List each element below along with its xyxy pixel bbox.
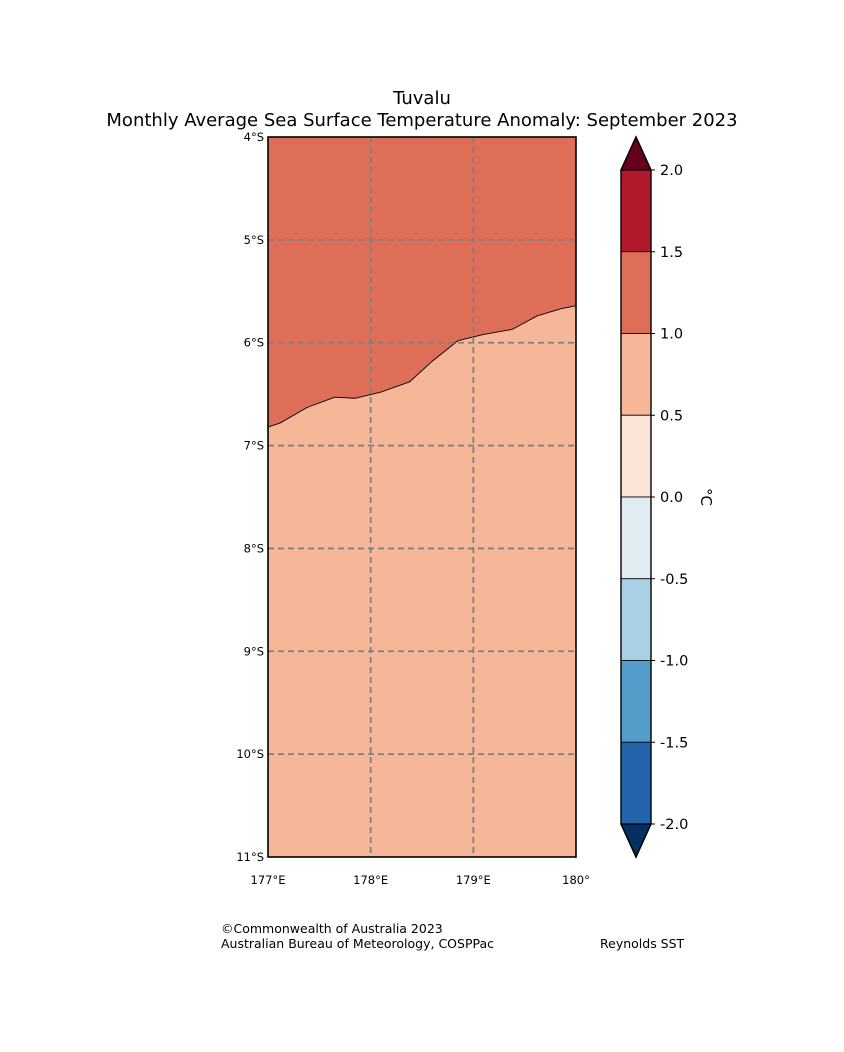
- colorbar-tick-label: 0.5: [660, 408, 683, 424]
- lat-tick-label: 6°S: [244, 336, 264, 350]
- map-subtitle: Monthly Average Sea Surface Temperature …: [106, 110, 738, 131]
- colorbar-tick-label: 1.0: [660, 327, 683, 343]
- lat-tick-label: 7°S: [244, 439, 264, 453]
- region-anomaly-1.0-1.5: [268, 137, 576, 428]
- data-source-label: Reynolds SST: [600, 936, 685, 951]
- colorbar-band: [620, 251, 652, 334]
- map-title: Tuvalu: [393, 88, 451, 109]
- colorbar-unit-label: °C: [696, 488, 715, 506]
- map-frame: [267, 136, 577, 858]
- colorbar-tick-label: 1.5: [660, 245, 683, 261]
- lat-tick-label: 10°S: [236, 747, 264, 761]
- lon-tick-label: 180°: [562, 873, 590, 887]
- longitude-labels: 177°E 178°E 179°E 180°: [251, 873, 590, 887]
- lat-tick-label: 11°S: [236, 850, 264, 864]
- colorbar-band: [620, 169, 652, 253]
- colorbar-labels: 2.0 1.5 1.0 0.5 0.0 -0.5 -1.0 -1.5 -2.0: [660, 163, 688, 833]
- colorbar-tick-label: -1.0: [660, 654, 688, 670]
- lon-tick-label: 177°E: [251, 873, 286, 887]
- colorbar-tick-label: 2.0: [660, 163, 683, 179]
- latitude-labels: 4°S 5°S 6°S 7°S 8°S 9°S 10°S 11°S: [236, 130, 264, 864]
- colorbar-tick-label: -0.5: [660, 572, 688, 588]
- colorbar-band: [620, 414, 652, 498]
- colorbar-over-triangle: [620, 135, 652, 171]
- colorbar: [620, 135, 655, 859]
- lat-tick-label: 9°S: [244, 644, 264, 658]
- contour-1.0: [267, 305, 577, 428]
- colorbar-band: [620, 578, 652, 661]
- colorbar-band: [620, 333, 652, 416]
- map-regions: [268, 137, 576, 857]
- colorbar-band: [620, 741, 652, 825]
- lat-tick-label: 8°S: [244, 541, 264, 555]
- colorbar-tick-label: -1.5: [660, 735, 688, 751]
- agency-line: Australian Bureau of Meteorology, COSPPa…: [221, 936, 494, 951]
- lat-tick-label: 4°S: [244, 130, 264, 144]
- copyright-line: ©Commonwealth of Australia 2023: [221, 921, 443, 936]
- colorbar-band: [620, 660, 652, 743]
- copyright-credit: ©Commonwealth of Australia 2023 Australi…: [221, 921, 494, 951]
- colorbar-tick-label: -2.0: [660, 817, 688, 833]
- colorbar-tick-label: 0.0: [660, 490, 683, 506]
- colorbar-band: [620, 496, 652, 580]
- colorbar-under-triangle: [620, 823, 652, 859]
- lon-tick-label: 179°E: [456, 873, 491, 887]
- lon-tick-label: 178°E: [353, 873, 388, 887]
- lat-tick-label: 5°S: [244, 233, 264, 247]
- contour-line: [267, 305, 577, 428]
- graticule: [268, 137, 576, 857]
